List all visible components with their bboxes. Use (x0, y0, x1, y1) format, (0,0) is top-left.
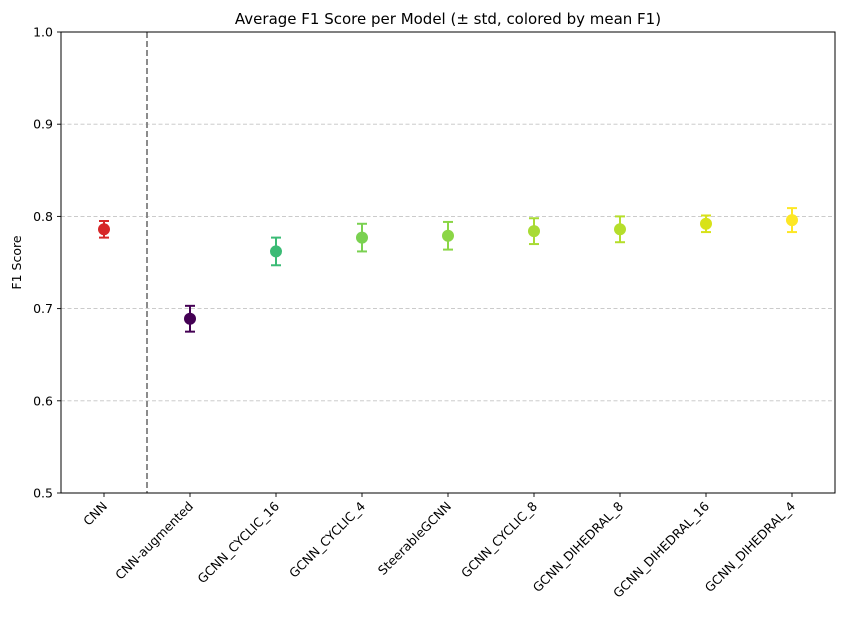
plot-frame (60, 31, 836, 494)
data-point (786, 214, 798, 227)
data-point (356, 231, 368, 244)
grid-lines (61, 123, 835, 402)
data-point (184, 312, 196, 325)
data-point (442, 229, 454, 242)
data-points (98, 207, 798, 333)
x-tick-label: GCNN_DIHEDRAL_8 (530, 498, 627, 595)
data-point-group (184, 304, 196, 333)
data-point-group (442, 220, 454, 251)
data-point (270, 245, 282, 258)
data-point-group (700, 214, 712, 234)
y-tick-label: 0.7 (33, 301, 53, 316)
y-axis-ticks: 0.5 0.6 0.7 0.8 0.9 1.0 (33, 25, 61, 501)
data-point-group (270, 236, 282, 267)
x-tick-label: GCNN_CYCLIC_4 (286, 498, 368, 580)
y-tick-label: 1.0 (33, 25, 53, 40)
data-point (98, 223, 110, 236)
data-point (614, 223, 626, 236)
x-tick-label: GCNN_CYCLIC_16 (194, 498, 282, 586)
data-point (528, 225, 540, 238)
data-point-group (614, 215, 626, 244)
y-axis-label: F1 Score (9, 235, 24, 289)
y-tick-label: 0.8 (33, 209, 53, 224)
data-point-group (98, 220, 110, 239)
y-tick-label: 0.6 (33, 393, 53, 408)
chart-title: Average F1 Score per Model (± std, color… (235, 10, 661, 28)
data-point-group (786, 207, 798, 234)
data-point (700, 217, 712, 230)
x-tick-label: SteerableGCNN (375, 499, 454, 578)
x-tick-label: GCNN_CYCLIC_8 (458, 498, 540, 580)
x-tick-label: CNN (80, 499, 110, 529)
data-point-group (528, 217, 540, 246)
y-tick-label: 0.9 (33, 117, 53, 132)
x-tick-label: GCNN_DIHEDRAL_4 (702, 498, 799, 595)
x-tick-label: CNN-augmented (112, 499, 196, 583)
data-point-group (356, 222, 368, 253)
y-tick-label: 0.5 (33, 486, 53, 501)
x-tick-label: GCNN_DIHEDRAL_16 (610, 498, 712, 600)
